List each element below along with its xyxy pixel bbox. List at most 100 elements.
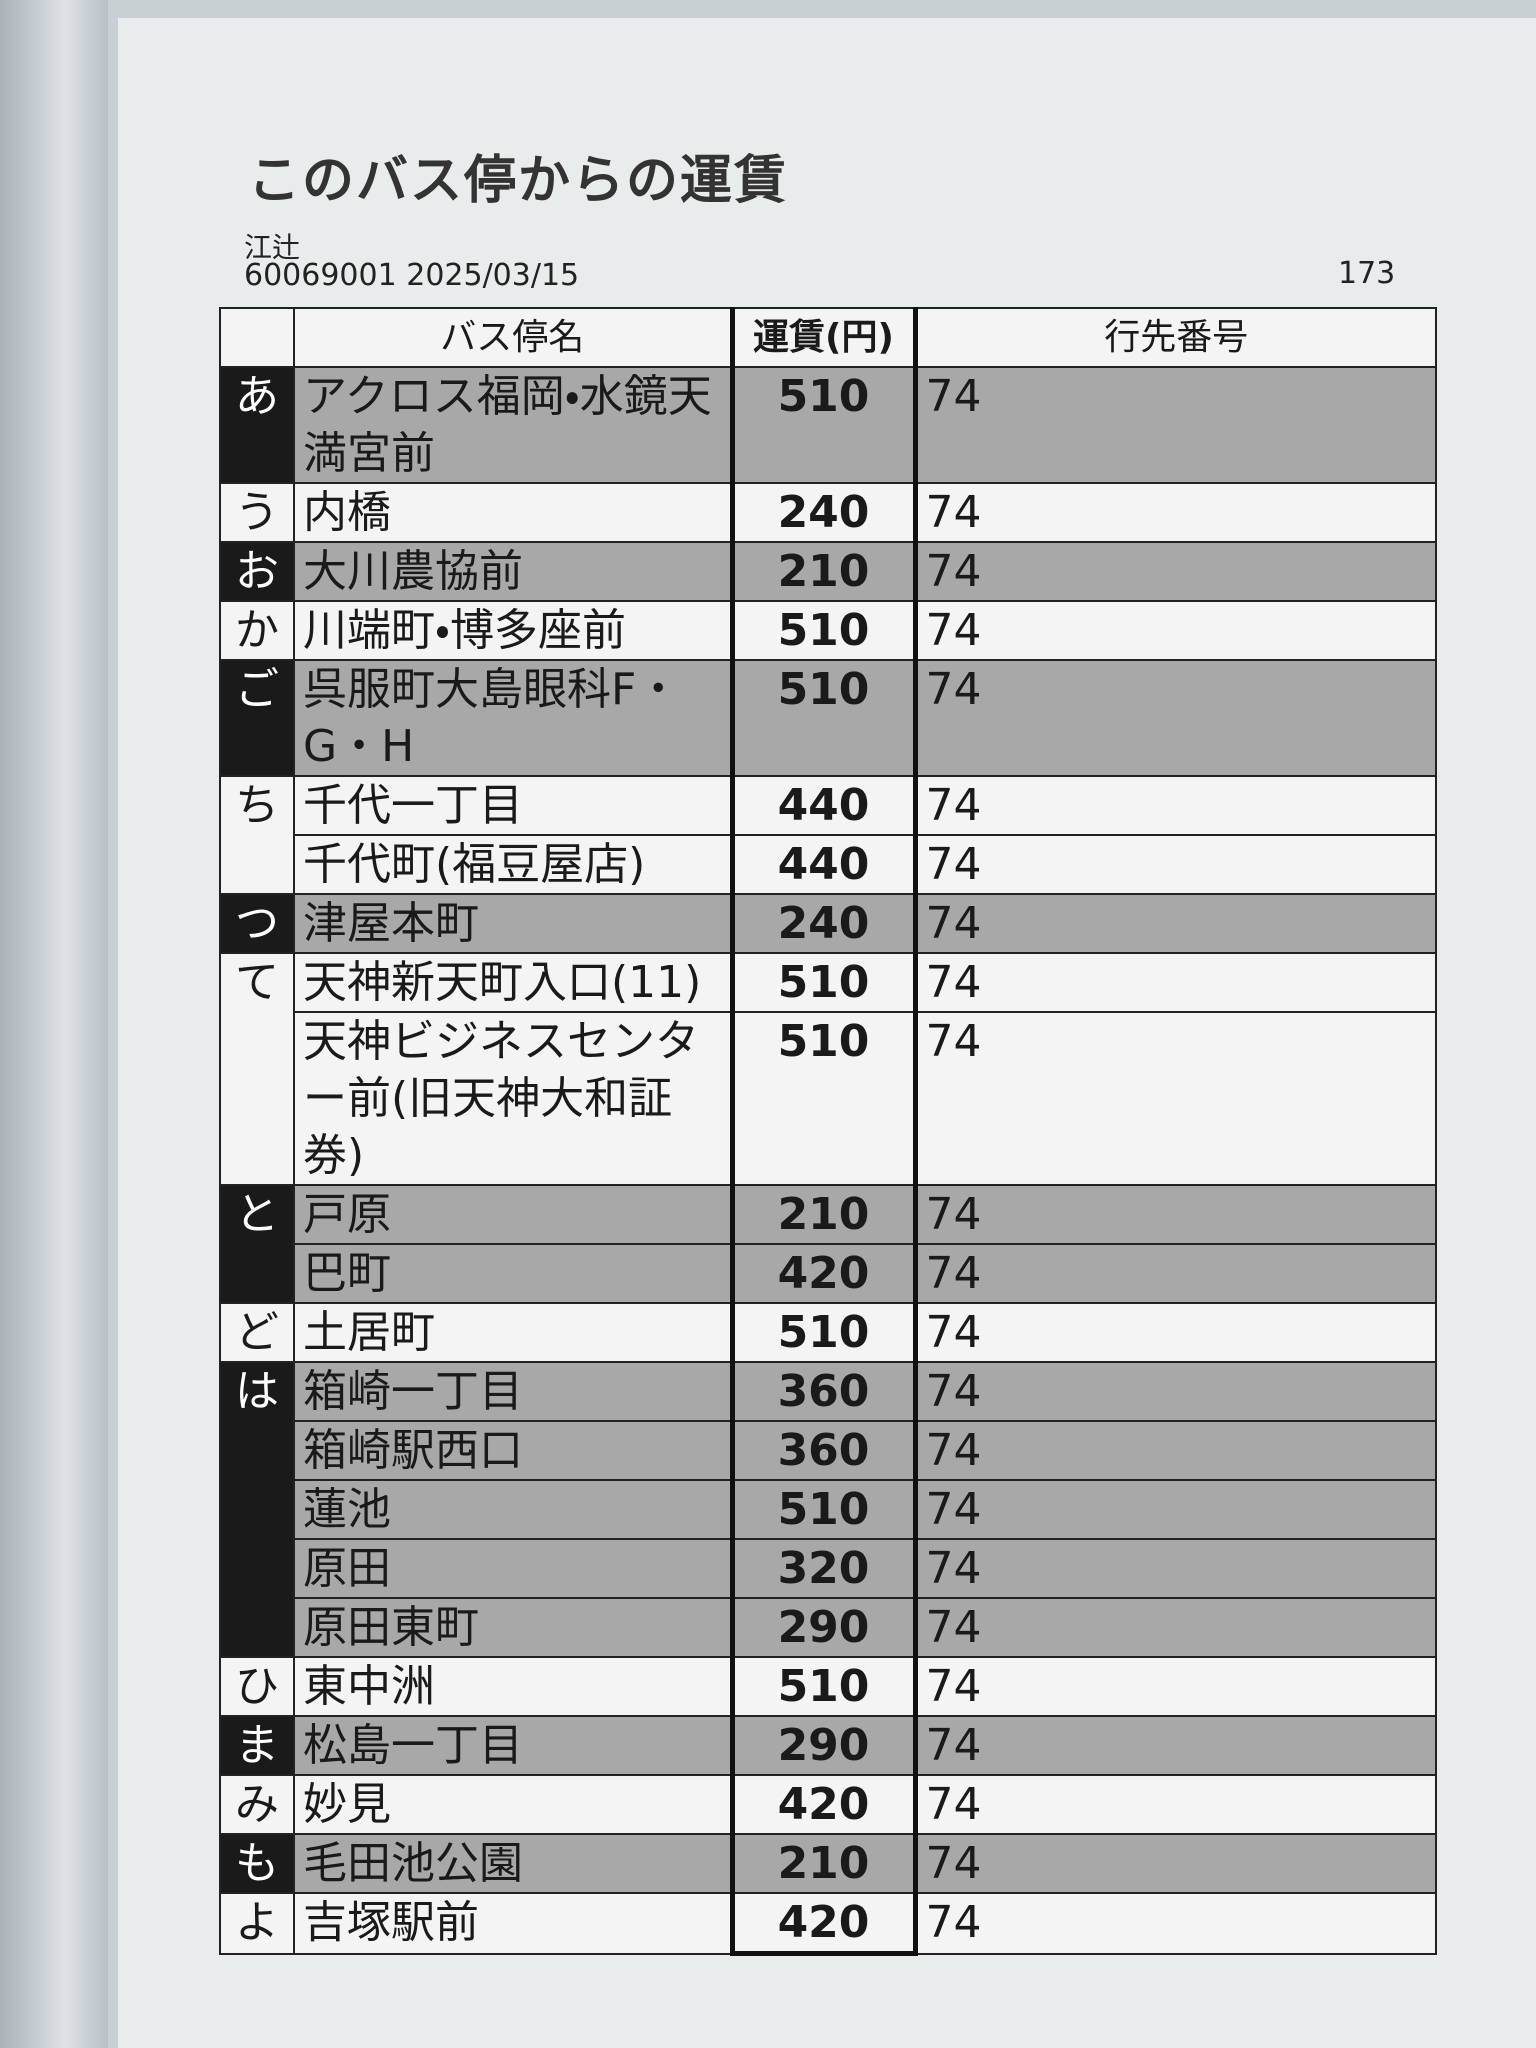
destination-number: 74 bbox=[914, 1302, 1437, 1363]
destination-number: 74 bbox=[914, 1597, 1437, 1658]
fare: 210 bbox=[729, 1833, 918, 1894]
page-number: 173 bbox=[1338, 256, 1396, 291]
stop-name: 呉服町大島眼科F・G・H bbox=[293, 659, 733, 777]
stop-name: 戸原 bbox=[293, 1184, 733, 1245]
kana-index: て bbox=[219, 952, 295, 1186]
fare: 510 bbox=[729, 1656, 918, 1717]
destination-number: 74 bbox=[914, 600, 1437, 661]
destination-number: 74 bbox=[914, 1243, 1437, 1304]
stop-name: 松島一丁目 bbox=[293, 1715, 733, 1776]
row: 原田東町 290 74 bbox=[220, 1597, 1437, 1658]
row: 天神ビジネスセンター前(旧天神大和証券) 510 74 bbox=[220, 1011, 1437, 1186]
kana-index: つ bbox=[219, 893, 295, 954]
fare: 210 bbox=[729, 1184, 918, 1245]
fare: 420 bbox=[729, 1892, 918, 1956]
kana-index: み bbox=[219, 1774, 295, 1835]
stop-name: 天神ビジネスセンター前(旧天神大和証券) bbox=[293, 1011, 733, 1186]
destination-number: 74 bbox=[914, 1833, 1437, 1894]
kana-index: は bbox=[219, 1361, 295, 1658]
stop-name: 箱崎一丁目 bbox=[293, 1361, 733, 1422]
row: み妙見 420 74 bbox=[219, 1774, 1437, 1835]
fare-table: バス停名 運賃(円) 行先番号 あアクロス福岡・水鏡天満宮前 510 74 う内橋 24… bbox=[219, 307, 1437, 1956]
header-row: バス停名 運賃(円) 行先番号 bbox=[219, 307, 1437, 368]
fare: 510 bbox=[729, 366, 918, 484]
destination-number: 74 bbox=[914, 366, 1437, 484]
code-date: 60069001 2025/03/15 bbox=[244, 258, 580, 293]
destination-number: 74 bbox=[914, 1774, 1437, 1835]
stop-name: 毛田池公園 bbox=[293, 1833, 733, 1894]
kana-index: あ bbox=[219, 366, 295, 484]
stop-name: 内橋 bbox=[293, 482, 733, 543]
stop-name: 江辻 bbox=[244, 231, 301, 264]
fare: 290 bbox=[729, 1597, 918, 1658]
row: 原田 320 74 bbox=[220, 1538, 1437, 1599]
fare: 510 bbox=[729, 1479, 918, 1540]
stop-name: 大川農協前 bbox=[293, 541, 733, 602]
title: このバス停からの運賃 bbox=[248, 151, 789, 211]
row: つ津屋本町 240 74 bbox=[219, 893, 1437, 954]
stop-name: 蓮池 bbox=[293, 1479, 733, 1540]
destination-number: 74 bbox=[914, 1011, 1437, 1186]
corner bbox=[219, 307, 295, 368]
row: 巴町 420 74 bbox=[220, 1243, 1437, 1304]
fare: 420 bbox=[729, 1243, 918, 1304]
stop-name: 土居町 bbox=[293, 1302, 733, 1363]
destination-number: 74 bbox=[914, 834, 1437, 895]
row: あアクロス福岡・水鏡天満宮前 510 74 bbox=[219, 366, 1437, 484]
fare: 210 bbox=[729, 541, 918, 602]
row: 箱崎駅西口 360 74 bbox=[220, 1420, 1437, 1481]
fare: 510 bbox=[729, 1011, 918, 1186]
row: ひ東中洲 510 74 bbox=[219, 1656, 1437, 1717]
row: ど土居町 510 74 bbox=[219, 1302, 1437, 1363]
destination-number: 74 bbox=[914, 659, 1437, 777]
stop-name: 吉塚駅前 bbox=[293, 1892, 733, 1955]
row: は箱崎一丁目 360 74 bbox=[219, 1361, 1437, 1658]
column-header: 運賃(円) bbox=[729, 307, 918, 368]
destination-number: 74 bbox=[914, 1538, 1437, 1599]
row: ま松島一丁目 290 74 bbox=[219, 1715, 1437, 1776]
window-frame bbox=[0, 0, 108, 2048]
kana-index: ど bbox=[219, 1302, 295, 1363]
destination-number: 74 bbox=[914, 1892, 1437, 1955]
row: か川端町・博多座前 510 74 bbox=[219, 600, 1437, 661]
destination-number: 74 bbox=[914, 482, 1437, 543]
destination-number: 74 bbox=[914, 541, 1437, 602]
stop-name: 原田東町 bbox=[293, 1597, 733, 1658]
row: て天神新天町入口(11) 510 74 bbox=[219, 952, 1437, 1186]
kana-index: と bbox=[219, 1184, 295, 1304]
kana-index: ち bbox=[219, 775, 295, 895]
stop-name: 津屋本町 bbox=[293, 893, 733, 954]
row: と戸原 210 74 bbox=[219, 1184, 1437, 1304]
stop-name: 千代一丁目 bbox=[293, 775, 733, 836]
fare: 510 bbox=[729, 952, 918, 1013]
stop-name: 東中洲 bbox=[293, 1656, 733, 1717]
stop-name: 巴町 bbox=[293, 1243, 733, 1304]
fare: 440 bbox=[729, 775, 918, 836]
destination-number: 74 bbox=[914, 893, 1437, 954]
stop-name: 妙見 bbox=[293, 1774, 733, 1835]
stop-name: 千代町(福豆屋店) bbox=[293, 834, 733, 895]
row: ち千代一丁目 440 74 bbox=[219, 775, 1437, 895]
destination-number: 74 bbox=[914, 1184, 1437, 1245]
kana-index: よ bbox=[219, 1892, 295, 1955]
fare: 510 bbox=[729, 1302, 918, 1363]
fare: 360 bbox=[729, 1420, 918, 1481]
table-body: あアクロス福岡・水鏡天満宮前 510 74 う内橋 240 74 お大川農協前 210 74 か川… bbox=[219, 366, 1437, 1956]
row: う内橋 240 74 bbox=[219, 482, 1437, 543]
destination-number: 74 bbox=[914, 952, 1437, 1013]
fare: 320 bbox=[729, 1538, 918, 1599]
stop-name: 原田 bbox=[293, 1538, 733, 1599]
fare: 290 bbox=[729, 1715, 918, 1776]
column-header: バス停名 bbox=[293, 307, 733, 368]
row: お大川農協前 210 74 bbox=[219, 541, 1437, 602]
destination-number: 74 bbox=[914, 1361, 1437, 1422]
kana-index: ひ bbox=[219, 1656, 295, 1717]
kana-index: ご bbox=[219, 659, 295, 777]
kana-index: ま bbox=[219, 1715, 295, 1776]
fare: 510 bbox=[729, 659, 918, 777]
kana-index: か bbox=[219, 600, 295, 661]
fare: 440 bbox=[729, 834, 918, 895]
fare: 360 bbox=[729, 1361, 918, 1422]
column-header: 行先番号 bbox=[914, 307, 1437, 368]
